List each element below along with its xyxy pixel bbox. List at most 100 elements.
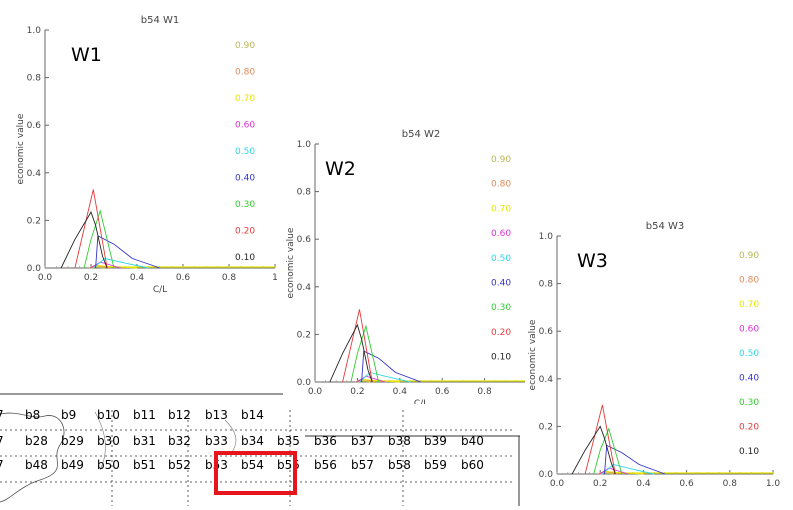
grid-box-label: 7 xyxy=(0,434,4,448)
series-line-0.20 xyxy=(584,404,616,475)
grid-box-label: b14 xyxy=(241,408,264,422)
y-tick-label: 0.2 xyxy=(27,216,41,226)
coastline xyxy=(224,419,237,453)
grid-box-label: b8 xyxy=(25,408,40,422)
grid-box-label: b50 xyxy=(97,458,120,472)
y-tick-label: 1.0 xyxy=(27,26,42,36)
y-tick-label: 0.4 xyxy=(539,375,554,385)
grid-box-label: b28 xyxy=(25,434,48,448)
x-tick-label: 0.6 xyxy=(176,273,191,283)
legend-entry: 0.80 xyxy=(491,180,511,190)
y-tick-label: 1.0 xyxy=(297,140,312,150)
coastline xyxy=(94,411,106,471)
x-tick-label: 1.0 xyxy=(766,479,781,489)
legend-entry: 0.80 xyxy=(235,68,255,78)
series-line-0.40 xyxy=(604,444,666,475)
legend-entry: 0.70 xyxy=(491,204,511,214)
series-line-0.20 xyxy=(74,189,108,269)
grid-box-label: b11 xyxy=(133,408,156,422)
legend-entry: 0.90 xyxy=(235,41,255,51)
y-tick-label: 0.0 xyxy=(297,378,312,388)
chart-panel-w2: b54 W2 0.0 0.2 0.4 0.6 0.8 1.0 0.0 0.2 0.4 0.6 0.8 C… xyxy=(283,124,533,404)
grid-box-label: b58 xyxy=(388,458,411,472)
legend-entry: 0.50 xyxy=(235,147,255,157)
chart-title: b54 W1 xyxy=(141,15,180,26)
x-axis-label: C/L xyxy=(153,285,167,295)
series-line-0.40 xyxy=(95,235,161,269)
legend-entry: 0.40 xyxy=(739,374,759,384)
x-tick-label: 0.0 xyxy=(308,387,323,397)
legend-entry: 0.70 xyxy=(739,300,759,310)
grid-box-label: b30 xyxy=(97,434,120,448)
grid-box-label: b60 xyxy=(461,458,484,472)
x-tick-label: 0.8 xyxy=(222,273,237,283)
legend-entry: 0.90 xyxy=(491,155,511,165)
legend-entry: 0.40 xyxy=(235,174,255,184)
x-tick-label: 0.4 xyxy=(393,387,408,397)
legend-entry: 0.30 xyxy=(235,200,255,210)
panel-label: W1 xyxy=(71,44,102,66)
grid-box-label: b57 xyxy=(351,458,374,472)
legend-entry: 0.60 xyxy=(491,229,511,239)
chart-panel-w3: b54 W3 0.0 0.2 0.4 0.6 0.8 1.0 0.0 0.2 0.4 0.6 0.8 1… xyxy=(525,216,793,506)
y-tick-label: 0.2 xyxy=(539,422,553,432)
grid-box-label: b10 xyxy=(97,408,120,422)
y-tick-label: 1.0 xyxy=(539,232,554,242)
grid-box-label: b40 xyxy=(461,434,484,448)
series-line-0.10 xyxy=(571,425,616,475)
legend-entry: 0.20 xyxy=(739,423,759,433)
y-axis-label: economic value xyxy=(528,319,538,390)
grid-box-label: 7 xyxy=(0,458,4,472)
y-tick-label: 0.0 xyxy=(27,264,42,274)
panel-label: W3 xyxy=(577,250,608,272)
x-tick-label: 0.2 xyxy=(84,273,98,283)
series-line-0.10 xyxy=(329,323,373,383)
panel-label: W2 xyxy=(325,158,356,180)
x-tick-label: 0.2 xyxy=(350,387,364,397)
y-tick-label: 0.2 xyxy=(297,330,311,340)
y-tick-label: 0.8 xyxy=(27,74,42,84)
chart-title: b54 W3 xyxy=(646,221,685,232)
map-grid: 7 b8 b9 b10 b11 b12 b13 b14 7 b28 b29 b30 b31 b32 b33 b… xyxy=(0,393,520,506)
y-axis-label: economic value xyxy=(286,227,296,298)
grid-box-label: b39 xyxy=(424,434,447,448)
y-tick-label: 0.6 xyxy=(539,327,554,337)
series-line-0.50 xyxy=(93,258,149,269)
grid-box-label: b31 xyxy=(133,434,156,448)
legend-entry: 0.30 xyxy=(739,398,759,408)
grid-box-label: b34 xyxy=(241,434,264,448)
legend-entry: 0.70 xyxy=(235,94,255,104)
grid-box-label: b49 xyxy=(61,458,84,472)
grid-box-label: b29 xyxy=(61,434,84,448)
grid-box-label: 7 xyxy=(0,408,4,422)
series-line-0.40 xyxy=(361,350,422,383)
x-tick-label: 0.4 xyxy=(130,273,145,283)
grid-box-label: b13 xyxy=(205,408,228,422)
legend-entry: 0.20 xyxy=(491,328,511,338)
x-tick-label: 0.4 xyxy=(636,479,651,489)
grid-box-label: b37 xyxy=(351,434,374,448)
legend-entry: 0.60 xyxy=(739,325,759,335)
legend-entry: 0.10 xyxy=(235,253,255,263)
grid-box-label: b12 xyxy=(168,408,191,422)
series-line-0.10 xyxy=(60,211,108,269)
y-tick-label: 0.6 xyxy=(297,235,312,245)
highlight-box xyxy=(214,451,297,495)
x-axis-label: C/L xyxy=(414,399,428,404)
y-tick-label: 0.8 xyxy=(539,280,554,290)
grid-box-label: b56 xyxy=(314,458,337,472)
x-tick-label: 0.6 xyxy=(435,387,450,397)
grid-box-label: b32 xyxy=(168,434,191,448)
grid-box-label: b35 xyxy=(277,434,300,448)
series-line-0.50 xyxy=(602,464,655,475)
grid-box-label: b59 xyxy=(424,458,447,472)
legend-entry: 0.90 xyxy=(739,251,759,261)
grid-box-label: b54 xyxy=(241,458,264,472)
x-tick-label: 0.0 xyxy=(550,479,565,489)
grid-box-label: b51 xyxy=(133,458,156,472)
chart-w1: b54 W1 0.0 0.2 0.4 0.6 0.8 1.0 0.0 0.2 0.4 0.6 0.8 1… xyxy=(16,15,278,295)
legend-entry: 0.60 xyxy=(235,121,255,131)
y-tick-label: 0.4 xyxy=(297,283,312,293)
chart-w2: b54 W2 0.0 0.2 0.4 0.6 0.8 1.0 0.0 0.2 0.4 0.6 0.8 C… xyxy=(286,129,528,404)
y-tick-label: 0.4 xyxy=(27,169,42,179)
